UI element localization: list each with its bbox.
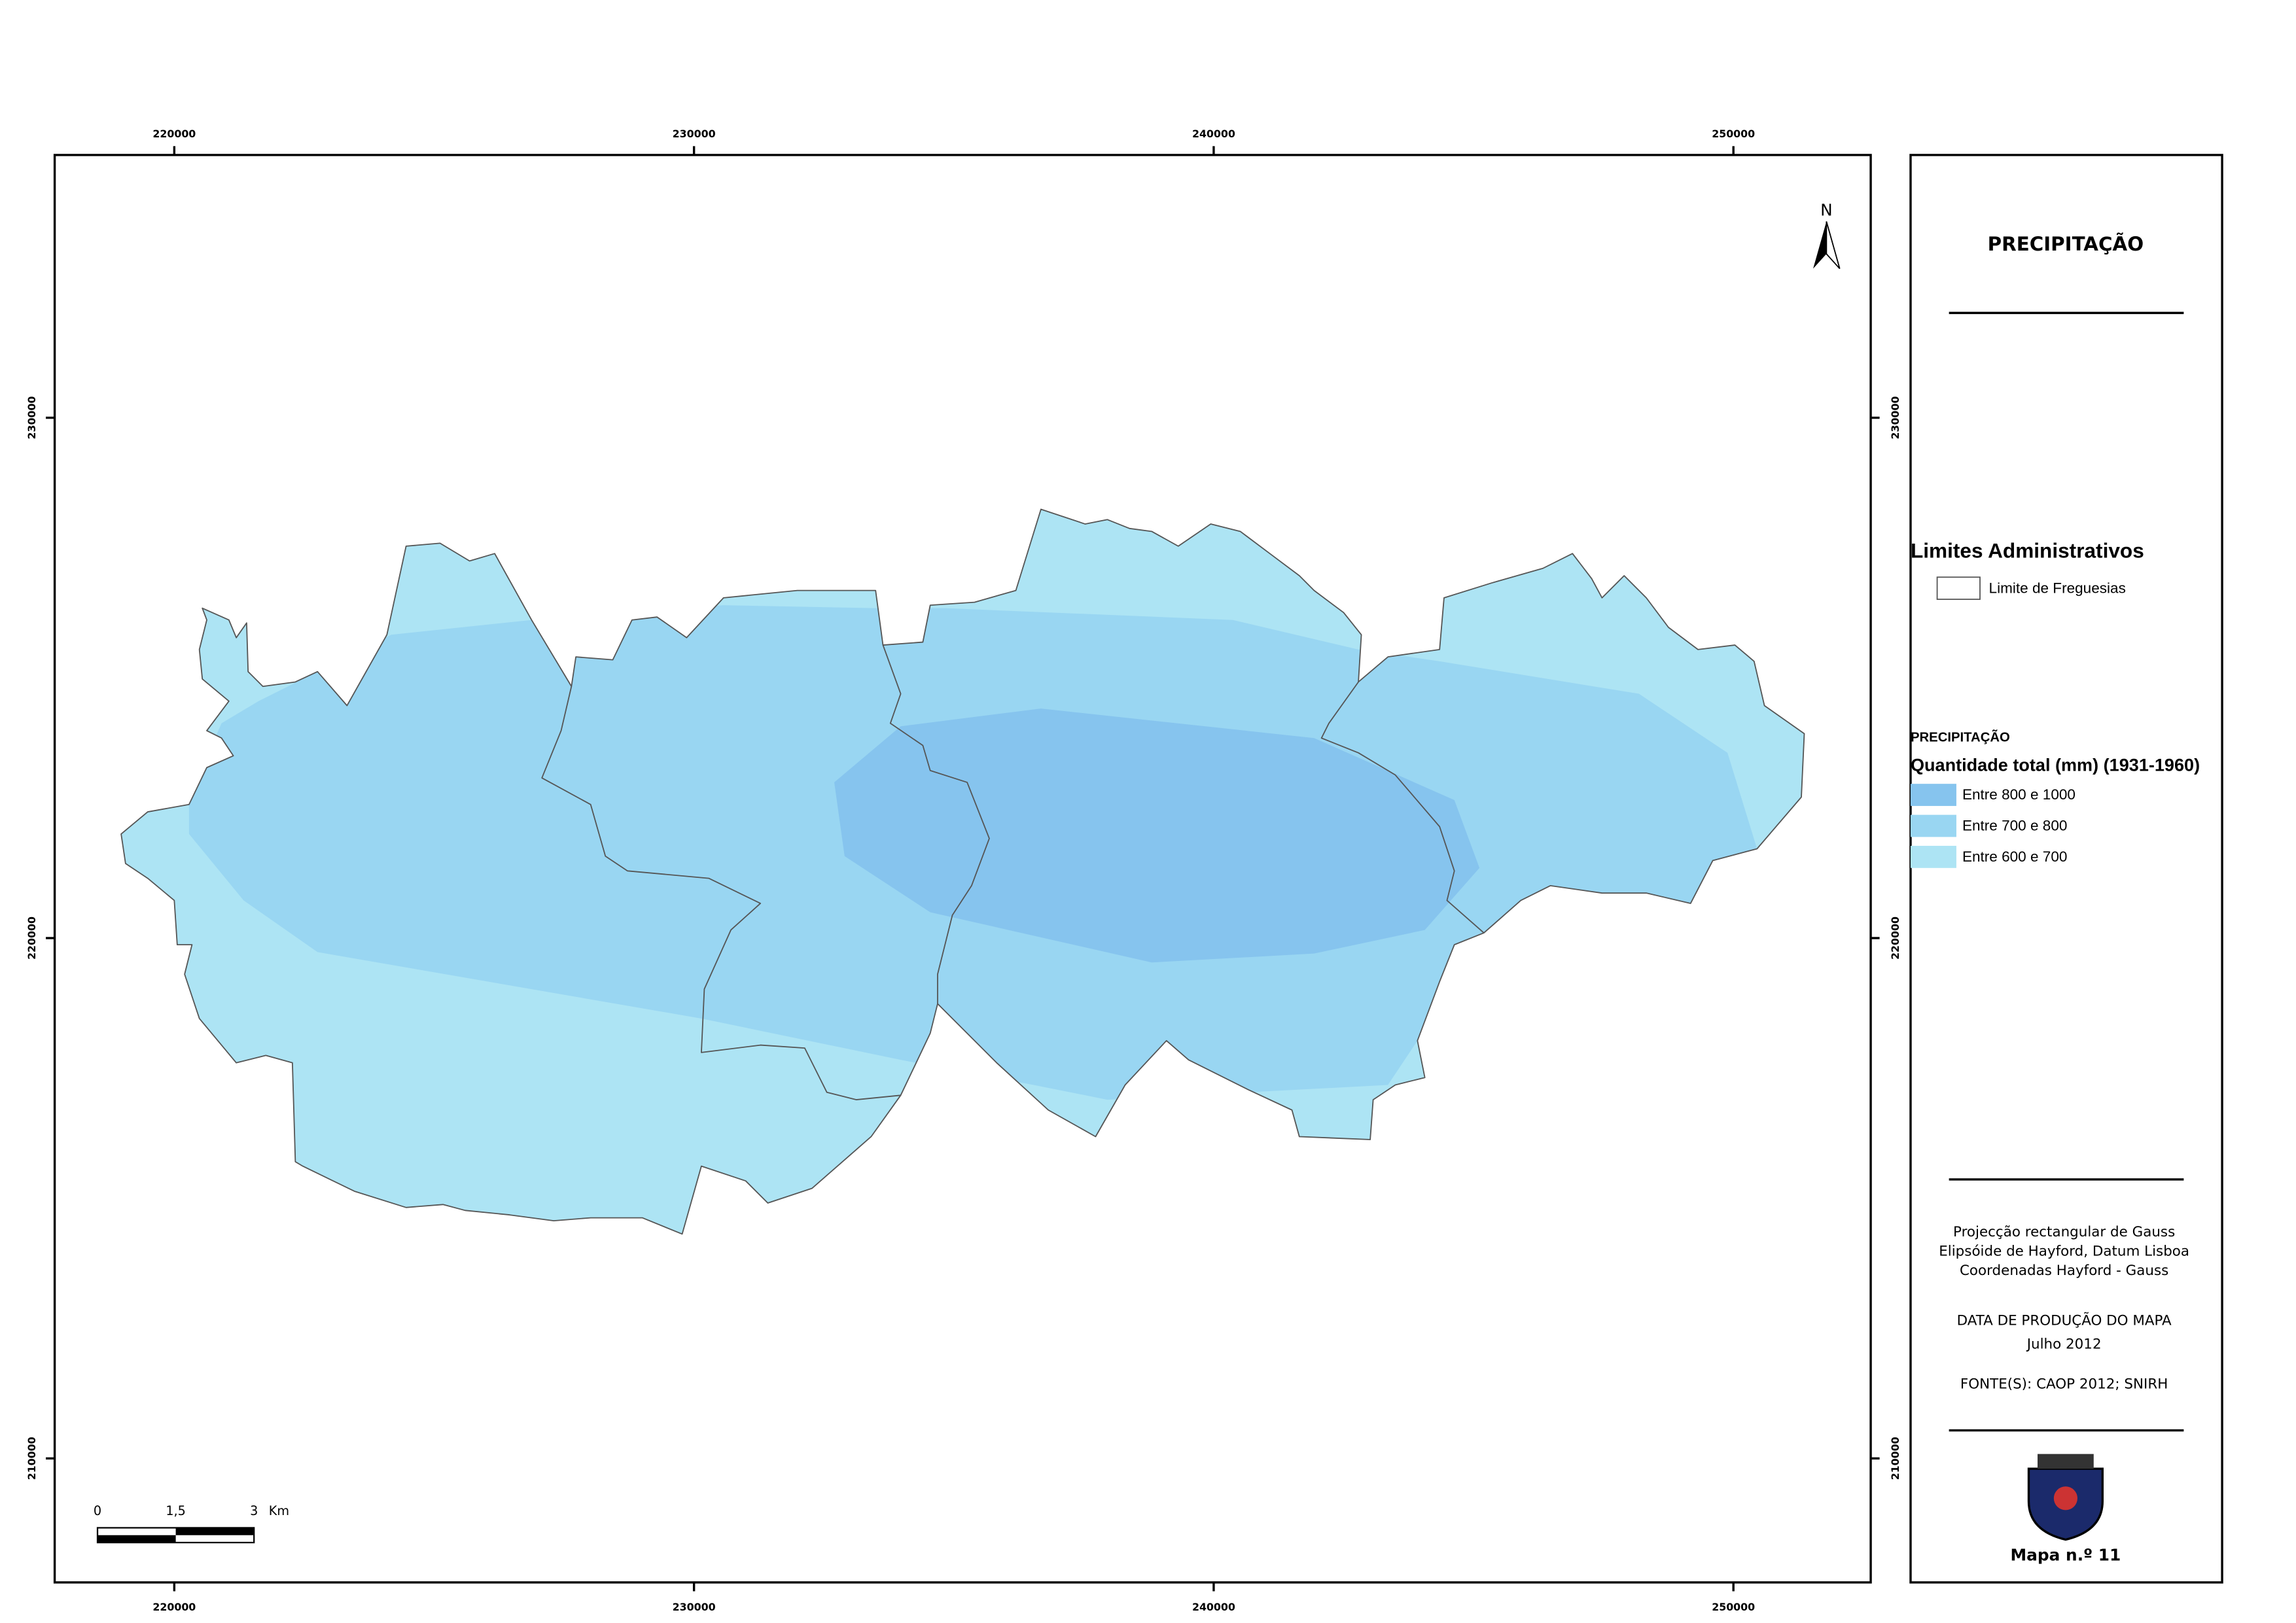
- x-tick-label: 240000: [1192, 1601, 1235, 1613]
- north-label: N: [1820, 201, 1833, 220]
- x-tick-label: 220000: [152, 128, 196, 140]
- legend-panel: [1909, 154, 2223, 1584]
- zone-800-1000: [834, 708, 1480, 963]
- scale-label: 1,5: [166, 1503, 185, 1518]
- y-tick-label: 220000: [26, 916, 38, 960]
- scale-label: 0: [94, 1503, 101, 1518]
- x-tick-label: 230000: [673, 128, 716, 140]
- x-tick-label: 250000: [1712, 1601, 1755, 1613]
- y-tick-label: 230000: [26, 396, 38, 440]
- legend-swatch: [1936, 576, 1981, 601]
- y-tick-label: 210000: [26, 1437, 38, 1480]
- precip-legend: Entre 800 e 1000 Entre 700 e 800 Entre 600…: [1910, 784, 2075, 868]
- legend-swatch: [1910, 784, 1956, 807]
- note: Julho 2012: [2026, 1336, 2102, 1353]
- y-tick-label: 210000: [1889, 1437, 1901, 1480]
- legend-swatch: [1910, 845, 1956, 868]
- scale-unit: Km: [269, 1503, 289, 1518]
- legend-title: Limites Administrativos: [1911, 538, 2144, 562]
- x-tick-label: 230000: [673, 1601, 716, 1613]
- note: Coordenadas Hayford - Gauss: [1960, 1263, 2168, 1279]
- x-tick-label: 220000: [152, 1601, 196, 1613]
- legend-label: Limite de Freguesias: [1989, 580, 2126, 596]
- y-tick-label: 230000: [1889, 396, 1901, 440]
- y-tick-label: 220000: [1889, 916, 1901, 960]
- map-number: Mapa n.º 11: [2010, 1545, 2121, 1564]
- x-tick-label: 240000: [1192, 128, 1235, 140]
- legend-label: Entre 700 e 800: [1962, 818, 2067, 834]
- parish-boundary: [1320, 681, 1485, 934]
- note: FONTE(S): CAOP 2012; SNIRH: [1960, 1376, 2168, 1393]
- parish-boundary: [882, 644, 990, 1004]
- legend-subtitle: PRECIPITAÇÃO: [1911, 730, 2010, 745]
- note: Elipsóide de Hayford, Datum Lisboa: [1939, 1243, 2189, 1259]
- coat-of-arms: [2027, 1454, 2104, 1541]
- legend-label: Entre 600 e 700: [1962, 848, 2067, 865]
- legend-swatch: [1910, 814, 1956, 837]
- scale-bar: 0 1,5 3 Km: [94, 1503, 289, 1544]
- note: DATA DE PRODUÇÃO DO MAPA: [1957, 1312, 2172, 1329]
- legend-subtitle: Quantidade total (mm) (1931-1960): [1911, 754, 2200, 775]
- note: Projecção rectangular de Gauss: [1953, 1224, 2175, 1240]
- parish-boundary: [541, 686, 901, 1100]
- north-arrow: N: [1813, 201, 1841, 270]
- notes: Projecção rectangular de Gauss Elipsóide …: [1939, 1224, 2189, 1392]
- x-tick-label: 250000: [1712, 128, 1755, 140]
- scale-label: 3: [250, 1503, 258, 1518]
- legend-label: Entre 800 e 1000: [1962, 786, 2075, 803]
- title: PRECIPITAÇÃO: [1988, 232, 2144, 255]
